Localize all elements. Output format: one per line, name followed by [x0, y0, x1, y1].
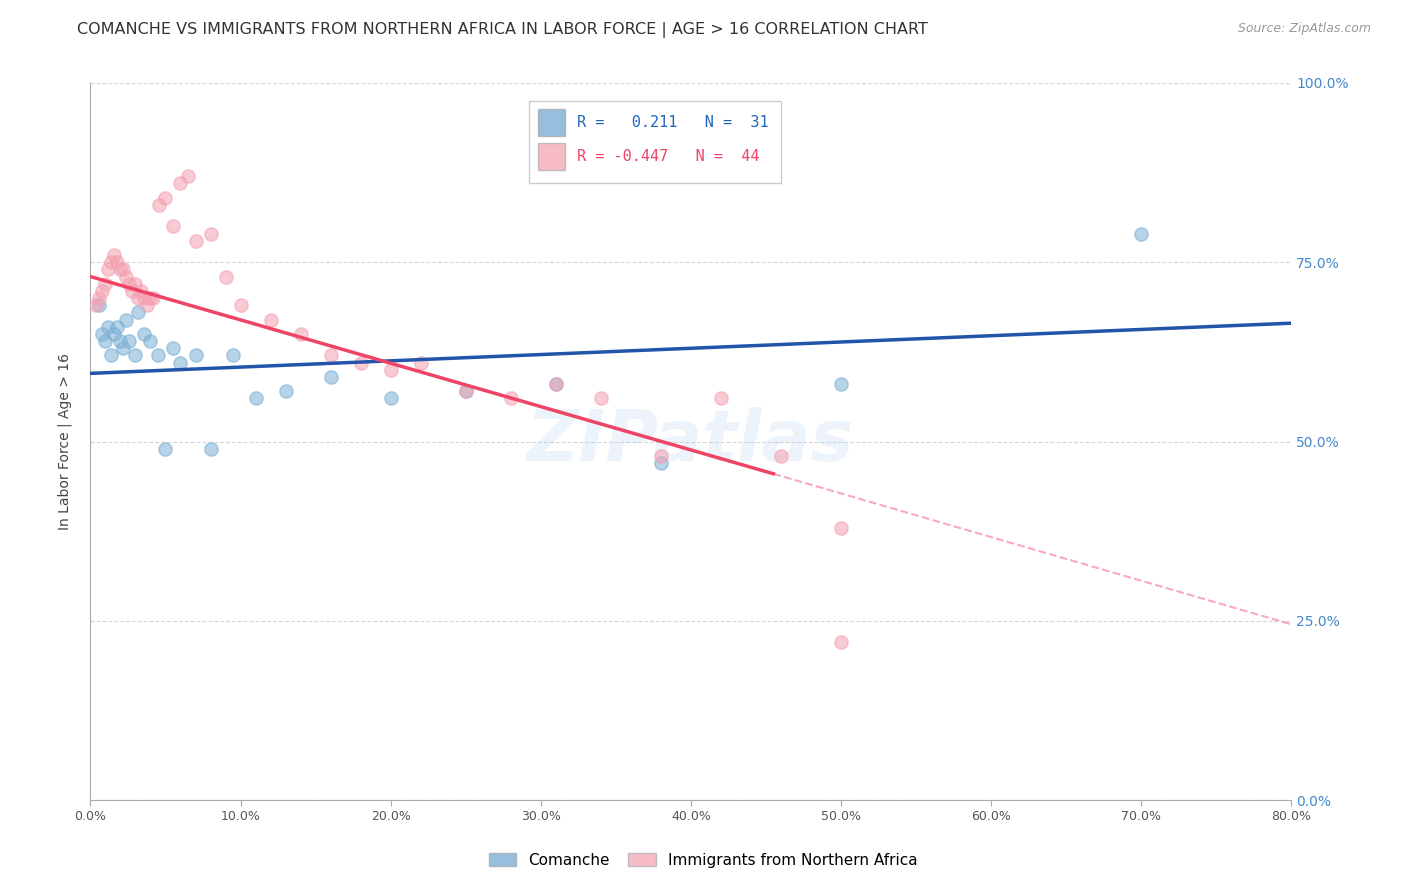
Point	[769, 449, 792, 463]
Point	[94, 277, 117, 291]
Point	[200, 442, 222, 456]
Point	[710, 392, 733, 406]
Point	[127, 291, 149, 305]
Point	[103, 248, 125, 262]
Point	[91, 284, 114, 298]
Point	[89, 291, 111, 305]
Point	[131, 284, 153, 298]
Point	[103, 326, 125, 341]
Y-axis label: In Labor Force | Age > 16: In Labor Force | Age > 16	[58, 353, 72, 530]
Point	[650, 449, 672, 463]
Point	[380, 392, 402, 406]
Point	[124, 277, 146, 291]
FancyBboxPatch shape	[538, 109, 565, 136]
Point	[349, 356, 371, 370]
Point	[319, 370, 342, 384]
Point	[115, 312, 138, 326]
Point	[409, 356, 432, 370]
Point	[259, 312, 281, 326]
Point	[319, 348, 342, 362]
Point	[245, 392, 267, 406]
Point	[229, 298, 252, 312]
Point	[544, 377, 567, 392]
Point	[169, 356, 191, 370]
Point	[124, 348, 146, 362]
Point	[200, 227, 222, 241]
Point	[589, 392, 612, 406]
Point	[136, 298, 159, 312]
Point	[454, 384, 477, 399]
Point	[121, 284, 143, 298]
Point	[214, 269, 236, 284]
Point	[155, 442, 177, 456]
Point	[97, 319, 120, 334]
Point	[97, 262, 120, 277]
Point	[139, 334, 162, 348]
Point	[1130, 227, 1153, 241]
Point	[454, 384, 477, 399]
Point	[544, 377, 567, 392]
Text: R =   0.211   N =  31: R = 0.211 N = 31	[576, 115, 769, 130]
Point	[274, 384, 297, 399]
Point	[91, 326, 114, 341]
Text: Source: ZipAtlas.com: Source: ZipAtlas.com	[1237, 22, 1371, 36]
Text: ZIPatlas: ZIPatlas	[527, 407, 855, 476]
FancyBboxPatch shape	[529, 101, 780, 184]
FancyBboxPatch shape	[538, 144, 565, 170]
Point	[162, 341, 184, 355]
Point	[148, 198, 170, 212]
Point	[134, 326, 156, 341]
Point	[142, 291, 165, 305]
Text: R = -0.447   N =  44: R = -0.447 N = 44	[576, 149, 759, 164]
Point	[118, 277, 141, 291]
Point	[155, 191, 177, 205]
Point	[139, 291, 162, 305]
Point	[107, 255, 129, 269]
Point	[115, 269, 138, 284]
Point	[86, 298, 108, 312]
Point	[830, 377, 852, 392]
Point	[134, 291, 156, 305]
Point	[100, 348, 122, 362]
Point	[89, 298, 111, 312]
Point	[184, 348, 207, 362]
Text: COMANCHE VS IMMIGRANTS FROM NORTHERN AFRICA IN LABOR FORCE | AGE > 16 CORRELATIO: COMANCHE VS IMMIGRANTS FROM NORTHERN AFR…	[77, 22, 928, 38]
Point	[110, 262, 132, 277]
Point	[169, 177, 191, 191]
Point	[146, 348, 169, 362]
Point	[110, 334, 132, 348]
Point	[107, 319, 129, 334]
Point	[162, 219, 184, 234]
Legend: Comanche, Immigrants from Northern Africa: Comanche, Immigrants from Northern Afric…	[481, 845, 925, 875]
Point	[184, 234, 207, 248]
Point	[100, 255, 122, 269]
Point	[830, 635, 852, 649]
Point	[112, 262, 135, 277]
Point	[127, 305, 149, 319]
Point	[94, 334, 117, 348]
Point	[222, 348, 245, 362]
Point	[112, 341, 135, 355]
Point	[118, 334, 141, 348]
Point	[499, 392, 522, 406]
Point	[177, 169, 200, 183]
Point	[650, 456, 672, 470]
Point	[290, 326, 312, 341]
Point	[830, 520, 852, 534]
Point	[380, 363, 402, 377]
